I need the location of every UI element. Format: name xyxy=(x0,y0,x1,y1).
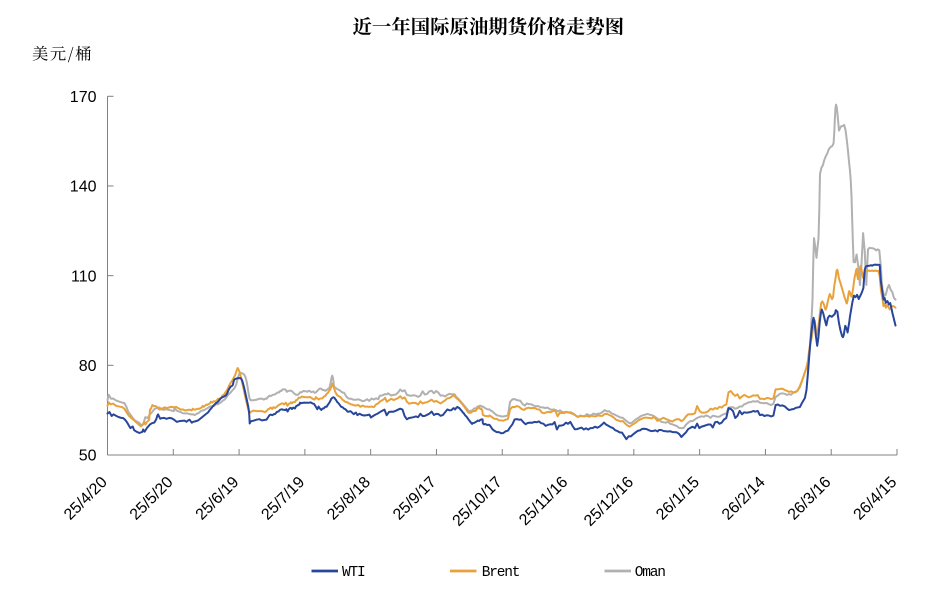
svg-text:WTI: WTI xyxy=(342,565,365,581)
svg-text:50: 50 xyxy=(79,448,97,465)
svg-text:80: 80 xyxy=(79,358,97,375)
svg-text:110: 110 xyxy=(71,268,97,285)
svg-text:Oman: Oman xyxy=(635,565,666,581)
svg-text:140: 140 xyxy=(70,179,97,196)
svg-text:170: 170 xyxy=(70,89,97,106)
svg-text:Brent: Brent xyxy=(482,565,520,581)
